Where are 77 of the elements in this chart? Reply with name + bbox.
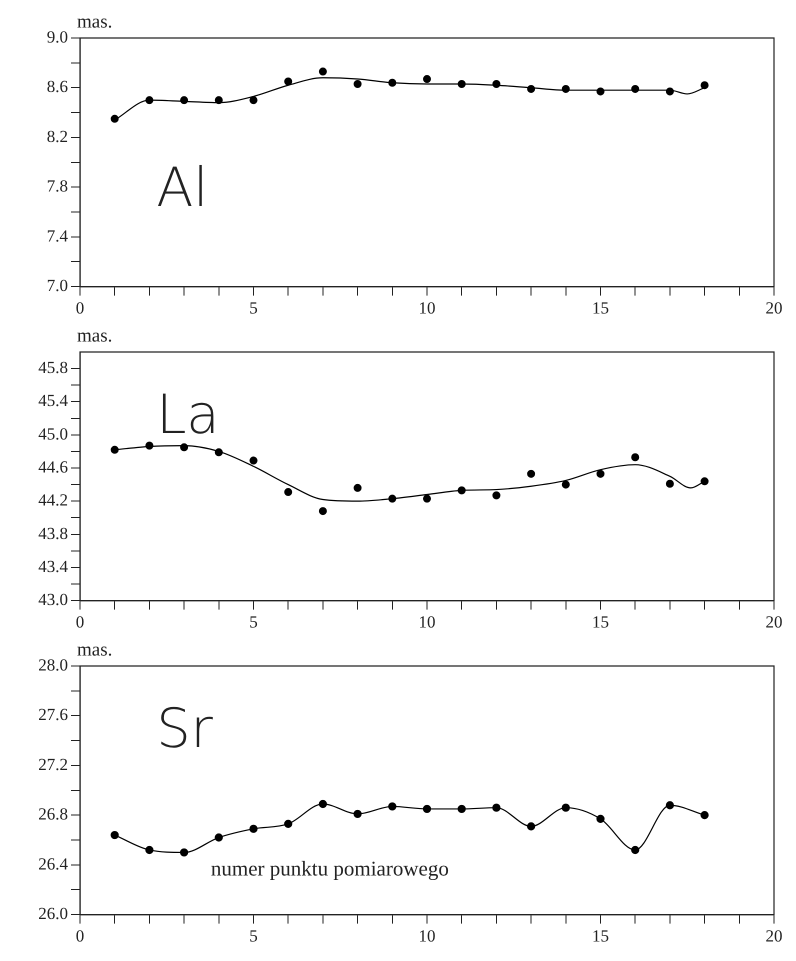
x-tick-label: 5 [249,298,258,318]
x-tick-label: 0 [76,926,84,946]
x-axis-title: numer punktu pomiarowego [210,856,449,880]
point [527,822,536,830]
point [666,480,674,488]
y-tick-label: 45.0 [38,424,68,444]
x-tick-label: 5 [249,612,258,632]
point [666,801,674,810]
annotation: Al [156,156,208,220]
point [180,848,188,857]
point [145,846,154,854]
y-axis-title: mas. [77,11,112,32]
point [249,824,258,833]
y-tick-label: 27.6 [38,705,68,724]
point [388,802,396,811]
y-tick-label: 43.0 [38,590,68,610]
x-tick-label: 20 [766,926,782,946]
x-tick-label: 15 [592,298,609,318]
point [284,488,292,496]
y-tick-label: 7.0 [46,276,68,296]
point [631,453,640,462]
point [422,804,432,814]
point [110,830,119,840]
point [250,96,258,104]
y-axis-title: mas. [77,325,112,346]
point [596,814,605,823]
point [354,810,362,818]
y-tick-label: 44.6 [38,457,68,476]
y-tick-label: 28.0 [38,655,68,674]
x-tick-label: 0 [76,612,84,632]
y-tick-label: 26.4 [38,854,68,874]
point [492,491,500,500]
point [700,81,709,90]
point [700,811,709,820]
point [596,470,604,478]
point [492,804,500,812]
x-tick-label: 15 [592,612,609,632]
x-tick-label: 20 [766,298,782,318]
point [354,80,362,88]
y-tick-label: 27.2 [38,754,68,774]
y-tick-label: 8.6 [46,77,68,96]
y-tick-label: 45.8 [38,358,68,378]
point [318,800,327,808]
point [562,480,570,489]
x-tick-label: 15 [592,926,609,946]
point [250,456,258,465]
y-tick-label: 26.0 [38,904,68,924]
point [284,78,292,86]
y-tick-label: 7.8 [46,176,68,196]
x-tick-label: 10 [418,926,436,946]
point [423,494,431,503]
y-tick-label: 8.2 [46,126,68,146]
point [318,507,327,516]
point [631,846,640,854]
point [284,820,292,828]
y-tick-label: 44.2 [38,490,68,510]
x-tick-label: 5 [249,926,258,946]
x-tick-label: 10 [418,612,436,632]
y-tick-label: 45.4 [38,391,68,410]
x-tick-label: 10 [418,298,436,318]
y-axis-title: mas. [77,639,112,660]
y-tick-label: 9.0 [46,27,68,46]
annotation: Sr [156,697,214,760]
point [527,470,536,478]
point [354,484,362,492]
point [318,68,327,76]
annotation: La [156,383,220,446]
y-tick-label: 43.8 [38,524,68,543]
point [423,75,431,84]
y-tick-label: 43.4 [38,556,68,576]
y-tick-label: 26.8 [38,804,68,824]
point [562,804,570,812]
point [214,833,223,842]
point [458,804,466,814]
x-tick-label: 0 [76,298,84,318]
y-tick-label: 7.4 [46,226,68,246]
x-tick-label: 20 [766,612,782,632]
